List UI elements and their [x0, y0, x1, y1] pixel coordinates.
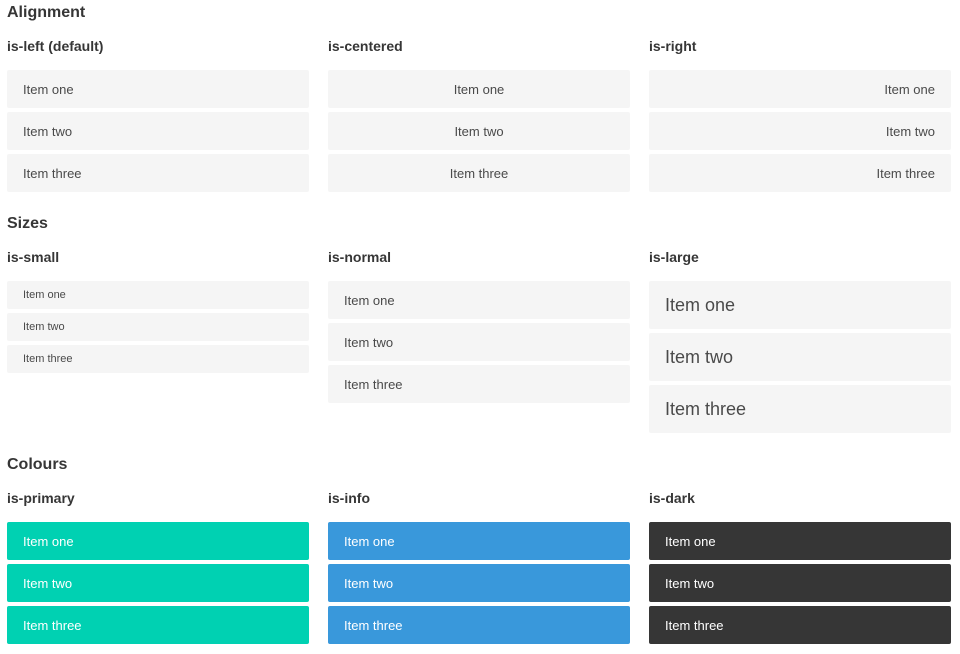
- group-label-is-centered: is-centered: [328, 38, 403, 54]
- list-color-info: Item one Item two Item three: [328, 522, 630, 644]
- list-color-dark: Item one Item two Item three: [649, 522, 951, 644]
- list-item[interactable]: Item two: [7, 313, 309, 341]
- group-is-right: is-right Item one Item two Item three: [649, 39, 951, 196]
- group-is-centered: is-centered Item one Item two Item three: [328, 39, 630, 196]
- colours-grid: is-primary Item one Item two Item three …: [7, 491, 951, 648]
- list-size-large: Item one Item two Item three: [649, 281, 951, 433]
- list-item[interactable]: Item one: [7, 281, 309, 309]
- list-item[interactable]: Item two: [649, 564, 951, 602]
- section-alignment: Alignment is-left (default) Item one Ite…: [7, 5, 951, 196]
- group-is-normal: is-normal Item one Item two Item three: [328, 250, 630, 437]
- list-item[interactable]: Item two: [328, 112, 630, 150]
- list-item[interactable]: Item three: [328, 606, 630, 644]
- list-item[interactable]: Item one: [328, 281, 630, 319]
- group-is-left: is-left (default) Item one Item two Item…: [7, 39, 309, 196]
- list-item[interactable]: Item three: [328, 154, 630, 192]
- group-label-is-primary: is-primary: [7, 490, 75, 506]
- list-item[interactable]: Item two: [649, 112, 951, 150]
- section-sizes: Sizes is-small Item one Item two Item th…: [7, 216, 951, 437]
- list-item[interactable]: Item one: [649, 281, 951, 329]
- section-title-sizes: Sizes: [7, 215, 48, 232]
- list-item[interactable]: Item three: [328, 365, 630, 403]
- list-item[interactable]: Item three: [649, 606, 951, 644]
- list-item[interactable]: Item three: [7, 345, 309, 373]
- list-item[interactable]: Item two: [328, 323, 630, 361]
- group-label-is-normal: is-normal: [328, 249, 392, 265]
- list-item[interactable]: Item two: [649, 333, 951, 381]
- list-item[interactable]: Item one: [328, 522, 630, 560]
- list-align-left: Item one Item two Item three: [7, 70, 309, 192]
- list-size-normal: Item one Item two Item three: [328, 281, 630, 403]
- group-label-is-right: is-right: [649, 38, 697, 54]
- list-item[interactable]: Item two: [7, 564, 309, 602]
- list-item[interactable]: Item one: [649, 522, 951, 560]
- list-item[interactable]: Item three: [7, 606, 309, 644]
- group-is-primary: is-primary Item one Item two Item three: [7, 491, 309, 648]
- sizes-grid: is-small Item one Item two Item three is…: [7, 250, 951, 437]
- group-label-is-small: is-small: [7, 249, 60, 265]
- list-item[interactable]: Item three: [7, 154, 309, 192]
- group-is-dark: is-dark Item one Item two Item three: [649, 491, 951, 648]
- list-item[interactable]: Item one: [649, 70, 951, 108]
- list-color-primary: Item one Item two Item three: [7, 522, 309, 644]
- list-item[interactable]: Item two: [7, 112, 309, 150]
- section-title-alignment: Alignment: [7, 4, 86, 21]
- group-label-is-large: is-large: [649, 249, 699, 265]
- group-is-info: is-info Item one Item two Item three: [328, 491, 630, 648]
- list-align-right: Item one Item two Item three: [649, 70, 951, 192]
- list-item[interactable]: Item three: [649, 154, 951, 192]
- group-label-is-left: is-left (default): [7, 38, 104, 54]
- group-label-is-info: is-info: [328, 490, 370, 506]
- section-title-colours: Colours: [7, 456, 68, 473]
- list-item[interactable]: Item two: [328, 564, 630, 602]
- section-colours: Colours is-primary Item one Item two Ite…: [7, 457, 951, 648]
- group-label-is-dark: is-dark: [649, 490, 695, 506]
- list-item[interactable]: Item three: [649, 385, 951, 433]
- list-item[interactable]: Item one: [7, 522, 309, 560]
- list-align-center: Item one Item two Item three: [328, 70, 630, 192]
- alignment-grid: is-left (default) Item one Item two Item…: [7, 39, 951, 196]
- group-is-small: is-small Item one Item two Item three: [7, 250, 309, 437]
- list-size-small: Item one Item two Item three: [7, 281, 309, 373]
- group-is-large: is-large Item one Item two Item three: [649, 250, 951, 437]
- list-item[interactable]: Item one: [7, 70, 309, 108]
- list-item[interactable]: Item one: [328, 70, 630, 108]
